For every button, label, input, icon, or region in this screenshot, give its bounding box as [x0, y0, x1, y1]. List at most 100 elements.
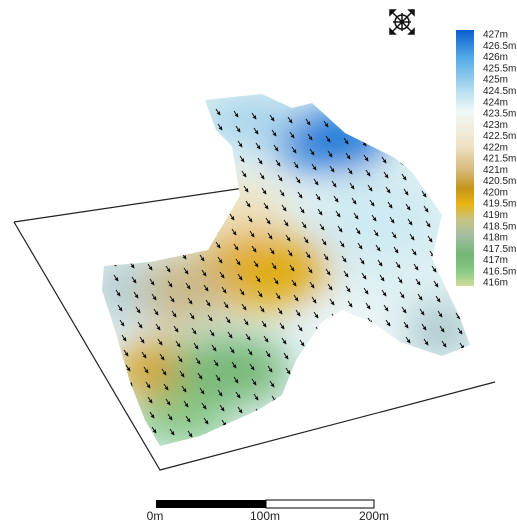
flow-arrow [428, 369, 432, 375]
flow-arrow [488, 420, 492, 426]
flow-arrow [290, 398, 294, 404]
flow-arrow [136, 174, 140, 180]
flow-arrow [292, 413, 296, 419]
flow-arrow [204, 152, 208, 158]
flow-arrow [184, 135, 188, 141]
flow-arrow [486, 405, 490, 411]
legend-label: 421m [483, 165, 508, 176]
flow-arrow [220, 139, 224, 145]
flow-arrow [404, 455, 408, 461]
flow-arrow [120, 187, 124, 193]
flow-arrow [132, 144, 136, 150]
flow-arrow [504, 407, 508, 413]
flow-arrow [116, 157, 120, 163]
flow-arrow [448, 386, 452, 392]
flow-arrow [106, 215, 110, 221]
flow-arrow [392, 365, 396, 371]
flow-arrow [370, 466, 374, 472]
flow-arrow [172, 444, 176, 450]
legend-label: 426m [483, 52, 508, 63]
flow-arrow [328, 417, 332, 423]
legend-label: 423.5m [483, 109, 516, 120]
flow-arrow [94, 125, 98, 131]
flow-arrow [462, 358, 466, 364]
flow-arrow [130, 395, 134, 401]
flow-arrow [112, 127, 116, 133]
flow-arrow [506, 422, 510, 428]
flow-arrow [222, 154, 226, 160]
flow-arrow [90, 95, 94, 101]
legend-label: 422.5m [483, 131, 516, 142]
flow-arrow [104, 200, 108, 206]
flow-arrow [168, 148, 172, 154]
flow-arrow [480, 360, 484, 366]
flow-arrow [434, 148, 438, 154]
flow-arrow [388, 468, 392, 474]
flow-arrow [362, 406, 366, 412]
flow-arrow [140, 204, 144, 210]
flow-arrow [490, 302, 494, 308]
legend-color-bar [456, 30, 474, 286]
flow-arrow [136, 440, 140, 446]
legend-label: 417m [483, 255, 508, 266]
flow-arrow [416, 146, 420, 152]
flow-arrow [508, 437, 512, 443]
flow-arrow [206, 433, 210, 439]
legend-label: 419m [483, 210, 508, 221]
flow-arrow [438, 178, 442, 184]
flow-arrow [206, 167, 210, 173]
flow-arrow [112, 260, 116, 266]
scale-bar [156, 500, 374, 508]
flow-arrow [124, 217, 128, 223]
flow-arrow [224, 435, 228, 441]
flow-arrow [350, 449, 354, 455]
flow-arrow [482, 375, 486, 381]
flow-arrow [446, 371, 450, 377]
flow-arrow [164, 118, 168, 124]
flow-arrow [92, 110, 96, 116]
flow-arrow [240, 422, 244, 428]
flow-arrow [288, 383, 292, 389]
flow-arrow [432, 133, 436, 139]
flow-arrow [164, 251, 168, 257]
flow-arrow [160, 221, 164, 227]
flow-arrow [154, 176, 158, 182]
flow-arrow [242, 437, 246, 443]
flow-arrow [450, 135, 454, 141]
flow-arrow [440, 459, 444, 465]
flow-arrow [110, 112, 114, 118]
flow-arrow [418, 161, 422, 167]
flow-arrow [342, 389, 346, 395]
flow-arrow [262, 454, 266, 460]
flow-arrow [302, 355, 306, 361]
legend-label: 424.5m [483, 86, 516, 97]
flow-arrow [324, 387, 328, 393]
flow-arrow [400, 425, 404, 431]
scale-label: 200m [359, 509, 389, 523]
flow-arrow [224, 169, 228, 175]
flow-arrow [472, 433, 476, 439]
flow-arrow [138, 189, 142, 195]
flow-arrow [126, 232, 130, 238]
flow-arrow [454, 431, 458, 437]
flow-arrow [474, 182, 478, 188]
flow-arrow [316, 460, 320, 466]
flow-arrow [336, 344, 340, 350]
legend-label: 426.5m [483, 41, 516, 52]
flow-arrow [180, 238, 184, 244]
flow-arrow [444, 223, 448, 229]
flow-arrow [356, 361, 360, 367]
flow-arrow [378, 127, 382, 133]
legend-label: 419.5m [483, 199, 516, 210]
flow-arrow [442, 208, 446, 214]
flow-arrow [360, 391, 364, 397]
flow-arrow [494, 465, 498, 471]
legend-label: 417.5m [483, 244, 516, 255]
flow-arrow [226, 184, 230, 190]
legend-label: 418.5m [483, 221, 516, 232]
flow-arrow [476, 330, 480, 336]
flow-arrow [96, 140, 100, 146]
flow-arrow [100, 170, 104, 176]
flow-arrow [274, 411, 278, 417]
flow-arrow [154, 442, 158, 448]
